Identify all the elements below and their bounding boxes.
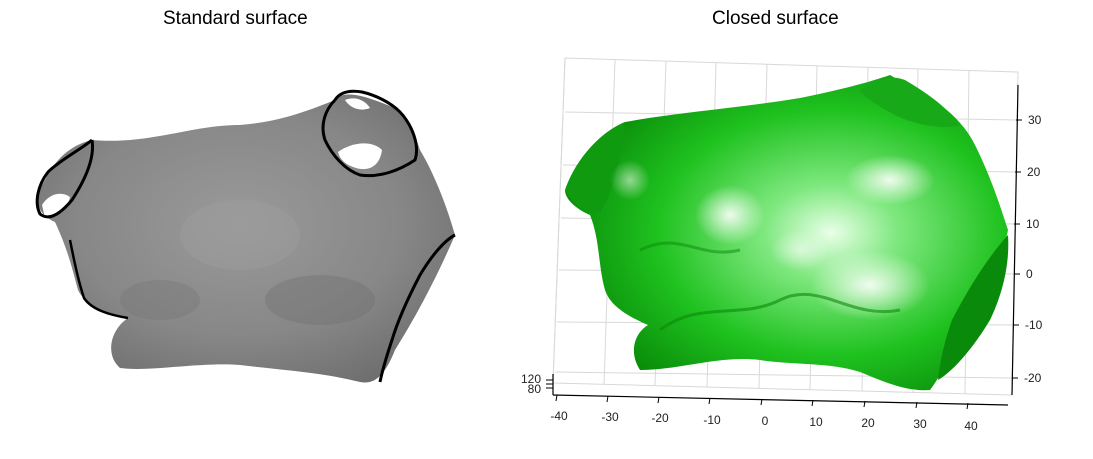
- surface-highlight: [180, 200, 300, 270]
- x-tick-label: -30: [601, 410, 619, 424]
- standard-surface: [35, 89, 456, 383]
- right-opening-rim: [378, 233, 456, 383]
- surface-shadow: [120, 280, 200, 320]
- top-cap: [860, 77, 960, 127]
- x-axis-ticks: [555, 394, 969, 410]
- bottom-left-rim: [68, 239, 129, 320]
- x-tick-label: 10: [809, 415, 823, 429]
- top-opening-rim: [321, 89, 418, 178]
- z-tick-label: 80: [528, 382, 542, 396]
- left-cap: [565, 122, 625, 213]
- right-cap: [938, 235, 1009, 380]
- surface-shadow: [265, 275, 375, 325]
- y-tick-label: 30: [1028, 113, 1042, 127]
- z-tick-label: 120: [521, 372, 541, 386]
- surface-glare: [770, 230, 830, 270]
- top-right-opening-2: [345, 98, 370, 110]
- closed-surface-title: Closed surface: [712, 8, 839, 29]
- surface-fold: [659, 292, 901, 332]
- x-tick-label: -20: [651, 411, 669, 425]
- y-tick-label: 0: [1026, 267, 1033, 281]
- surface-glare: [695, 185, 765, 245]
- x-tick-label: 20: [861, 416, 875, 430]
- y-tick-label: -20: [1024, 371, 1042, 385]
- x-tick-label: 40: [964, 419, 978, 433]
- left-opening: [42, 193, 70, 218]
- x-tick-label: 0: [762, 414, 769, 428]
- top-right-opening: [338, 143, 382, 170]
- surface-glare: [845, 155, 935, 205]
- y-axis-ticks: [1012, 119, 1022, 379]
- x-tick-label: 30: [913, 417, 927, 431]
- standard-surface-body: [37, 94, 455, 383]
- standard-surface-title: Standard surface: [163, 8, 308, 29]
- z-axis-ticks: [546, 379, 553, 389]
- x-tick-label: -10: [703, 413, 721, 427]
- y-tick-label: 20: [1027, 165, 1041, 179]
- x-tick-label: -40: [550, 409, 568, 423]
- y-tick-label: -10: [1025, 318, 1043, 332]
- left-opening-rim: [35, 138, 95, 219]
- closed-surface-plot: -40 -30 -20 -10 0 10 20 30 40 30 20 10 0…: [521, 57, 1043, 433]
- surface-glare: [610, 160, 650, 200]
- surface-fold: [639, 241, 741, 254]
- y-tick-label: 10: [1026, 217, 1040, 231]
